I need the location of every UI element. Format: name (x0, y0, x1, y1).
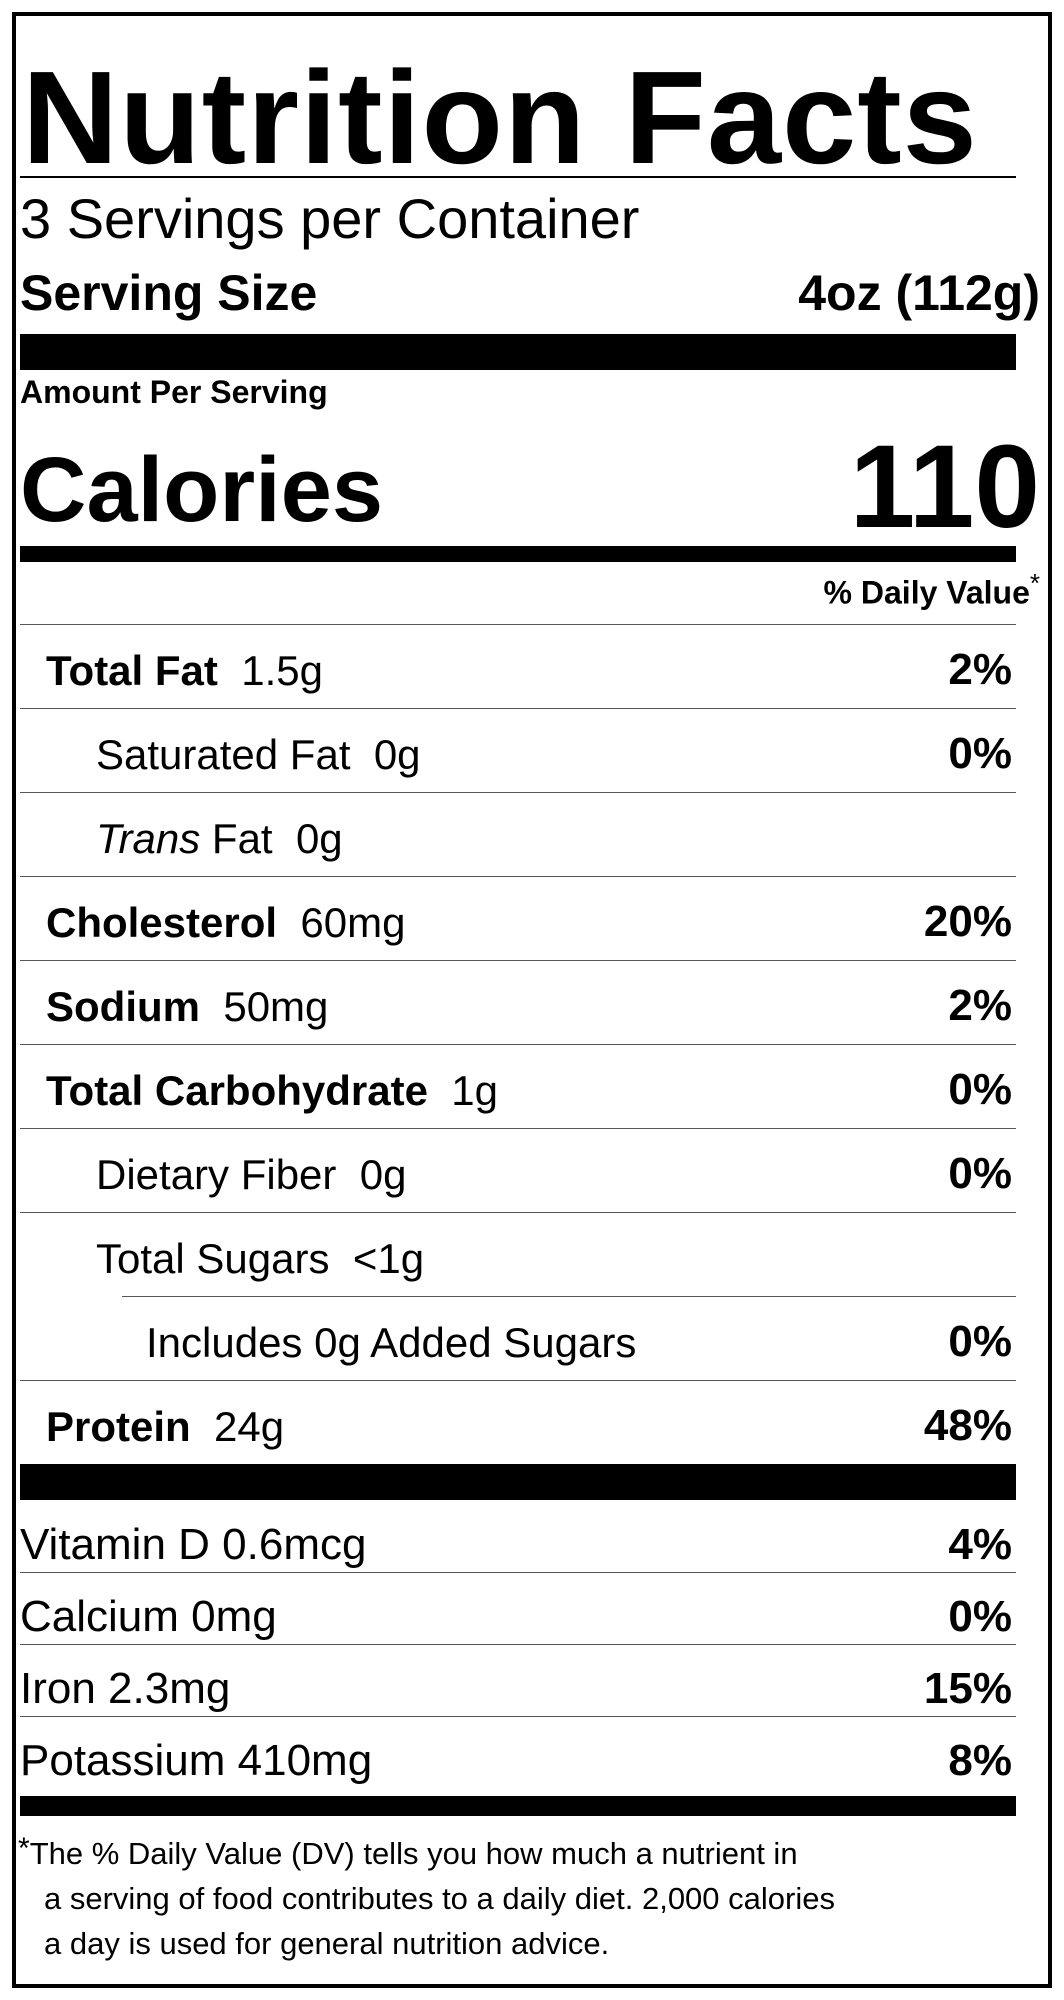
vitamin-row-iron: Iron 2.3mg 15% (20, 1652, 1016, 1724)
nutrient-row-added-sugars: Includes 0g Added Sugars 0% (20, 1297, 1016, 1381)
footnote-line-1: *The % Daily Value (DV) tells you how mu… (18, 1832, 798, 1871)
nutrient-name: Trans Fat 0g (96, 815, 343, 862)
nutrient-name: Protein 24g (46, 1403, 285, 1450)
vitamin-dv: 0% (948, 1592, 1012, 1641)
calories-label: Calories (20, 439, 384, 541)
label-title: Nutrition Facts (22, 44, 978, 191)
footnote-asterisk: * (18, 1832, 30, 1865)
divider (20, 708, 1016, 709)
vitamin-row-potassium: Potassium 410mg 8% (20, 1724, 1016, 1796)
vitamin-label: Potassium 410mg (20, 1736, 373, 1785)
calories-value: 110 (849, 421, 1040, 553)
medium-divider (20, 546, 1016, 562)
serving-size-value: 4oz (112g) (798, 265, 1040, 321)
divider (20, 876, 1016, 877)
servings-per-container: 3 Servings per Container (20, 187, 640, 250)
nutrient-row-dietary-fiber: Dietary Fiber 0g 0% (20, 1129, 1016, 1213)
nutrient-name: Total Sugars <1g (96, 1235, 425, 1282)
divider (122, 1296, 1016, 1297)
nutrient-name: Sodium 50mg (46, 983, 329, 1030)
nutrient-name: Total Fat 1.5g (46, 647, 323, 694)
vitamin-dv: 8% (948, 1736, 1012, 1785)
divider (20, 1644, 1016, 1645)
nutrient-dv: 20% (923, 897, 1012, 946)
nutrient-dv: 0% (948, 729, 1012, 778)
vitamin-dv: 15% (923, 1664, 1012, 1713)
nutrient-row-cholesterol: Cholesterol 60mg 20% (20, 877, 1016, 961)
nutrient-row-saturated-fat: Saturated Fat 0g 0% (20, 709, 1016, 793)
nutrient-name: Cholesterol 60mg (46, 899, 406, 946)
nutrient-name: Includes 0g Added Sugars (146, 1319, 637, 1366)
nutrient-row-total-carbohydrate: Total Carbohydrate 1g 0% (20, 1045, 1016, 1129)
divider (20, 1212, 1016, 1213)
nutrient-row-total-sugars: Total Sugars <1g (20, 1213, 1016, 1297)
footnote-line-3: a day is used for general nutrition advi… (44, 1926, 610, 1961)
divider (20, 1128, 1016, 1129)
daily-value-header-text: % Daily Value (823, 574, 1030, 611)
nutrient-name: Total Carbohydrate 1g (46, 1067, 498, 1114)
divider (20, 176, 1016, 178)
medium-divider (20, 1796, 1016, 1816)
serving-size-label: Serving Size (20, 265, 318, 321)
nutrient-name: Dietary Fiber 0g (96, 1151, 407, 1198)
amount-per-serving: Amount Per Serving (20, 374, 328, 410)
nutrient-row-total-fat: Total Fat 1.5g 2% (20, 625, 1016, 709)
divider (20, 1572, 1016, 1573)
daily-value-header: % Daily Value* (824, 568, 1040, 612)
asterisk: * (1029, 568, 1040, 598)
divider (20, 1716, 1016, 1717)
vitamin-row-vitamin-d: Vitamin D 0.6mcg 4% (20, 1508, 1016, 1580)
nutrient-dv: 2% (948, 981, 1012, 1030)
divider (20, 1380, 1016, 1381)
footnote: *The % Daily Value (DV) tells you how mu… (18, 1826, 998, 1966)
vitamin-dv: 4% (948, 1520, 1012, 1569)
divider (20, 792, 1016, 793)
nutrient-dv: 0% (948, 1317, 1012, 1366)
thick-divider (20, 334, 1016, 370)
divider (20, 960, 1016, 961)
nutrient-dv: 0% (948, 1149, 1012, 1198)
divider (20, 1044, 1016, 1045)
nutrient-dv: 0% (948, 1065, 1012, 1114)
footnote-line-2: a serving of food contributes to a daily… (44, 1881, 835, 1916)
nutrient-name: Saturated Fat 0g (96, 731, 421, 778)
vitamin-row-calcium: Calcium 0mg 0% (20, 1580, 1016, 1652)
nutrient-row-trans-fat: Trans Fat 0g (20, 793, 1016, 877)
nutrient-row-sodium: Sodium 50mg 2% (20, 961, 1016, 1045)
divider (20, 624, 1016, 625)
nutrient-dv: 48% (923, 1401, 1012, 1450)
vitamin-label: Iron 2.3mg (20, 1664, 231, 1713)
vitamin-label: Vitamin D 0.6mcg (20, 1520, 367, 1569)
nutrient-dv: 2% (948, 645, 1012, 694)
thick-divider (20, 1464, 1016, 1500)
nutrient-row-protein: Protein 24g 48% (20, 1381, 1016, 1465)
vitamin-label: Calcium 0mg (20, 1592, 277, 1641)
